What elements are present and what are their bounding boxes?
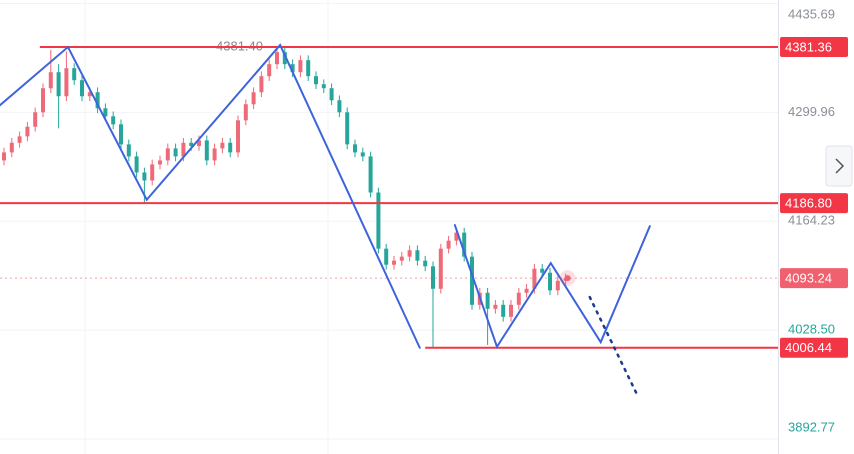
candle-body (173, 148, 178, 157)
price-dot (564, 275, 571, 282)
candle-body (384, 248, 389, 265)
candle-body (407, 250, 412, 257)
candle-body (228, 142, 233, 153)
trend-line (588, 295, 639, 397)
candle-body (197, 140, 201, 146)
chevron-icon (835, 158, 845, 174)
next-button[interactable] (825, 145, 853, 187)
price-label-box (780, 193, 848, 214)
candle-body (243, 104, 248, 121)
candle-body (376, 192, 381, 249)
candle-body (33, 112, 38, 127)
candle-body (17, 136, 22, 143)
candle-body (204, 140, 209, 161)
candle-body (345, 112, 350, 145)
candle-body (158, 160, 162, 165)
price-label: 4186.80 (785, 196, 832, 211)
candle-body (516, 292, 521, 305)
candle-body (493, 304, 498, 309)
candle-body (95, 92, 100, 109)
candle-body (87, 92, 92, 97)
candle-body (275, 52, 279, 65)
candle-body (165, 148, 170, 161)
candle-body (41, 88, 45, 113)
y-tick-label: 4435.69 (788, 6, 835, 21)
candle-body (540, 268, 545, 273)
candle-body (368, 156, 373, 193)
candle-body (353, 144, 357, 153)
candle-body (103, 108, 108, 117)
price-label-box (780, 268, 848, 289)
candle-body (126, 144, 131, 157)
trend-line (0, 43, 421, 349)
candle-body (298, 60, 303, 73)
candle-body (501, 304, 506, 317)
candle-body (431, 266, 435, 289)
candle-body (454, 232, 459, 241)
price-label-box (780, 37, 848, 58)
candle-body (267, 64, 272, 77)
candle-body (111, 116, 116, 125)
candle-body (251, 92, 256, 105)
candle-body (438, 248, 443, 289)
candle-body (399, 256, 404, 261)
candle-body (212, 148, 217, 161)
candle-body (25, 126, 30, 137)
y-tick-label: 4299.96 (788, 104, 835, 119)
candle-body (80, 80, 84, 97)
candle-body (189, 142, 194, 146)
candle-body (72, 68, 77, 81)
candle-body (329, 88, 334, 101)
trend-line (453, 224, 651, 350)
candle-body (236, 120, 240, 153)
max-marker-label: 4381.40 (216, 38, 263, 53)
button-bg[interactable] (825, 145, 853, 187)
candle-body (423, 260, 428, 267)
candle-body (392, 260, 396, 265)
candle-body (181, 142, 186, 157)
price-label: 4381.36 (785, 39, 832, 54)
y-tick-label: 3892.77 (788, 419, 835, 434)
candle-body (259, 76, 264, 93)
candle-body (555, 280, 560, 291)
candle-body (360, 152, 365, 157)
candle-body (290, 64, 295, 73)
candle-body (532, 268, 537, 289)
candle-body (337, 100, 342, 113)
candle-body (220, 142, 225, 149)
price-label: 4093.24 (785, 271, 832, 286)
candle-body (306, 60, 311, 77)
y-tick-label: 4164.23 (788, 213, 835, 228)
candle-body (142, 172, 147, 181)
candle-body (509, 304, 513, 317)
price-label-box (780, 337, 848, 358)
candle-body (119, 124, 123, 145)
candle-body (470, 256, 474, 305)
candle-body (446, 240, 451, 249)
candle-body (150, 164, 155, 181)
candle-body (462, 232, 467, 257)
candle-body (321, 84, 326, 89)
candle-body (548, 272, 552, 291)
candle-body (485, 292, 490, 309)
y-tick-label: 4028.50 (788, 322, 835, 337)
candle-body (524, 288, 529, 293)
candle-body (134, 156, 139, 173)
candle-body (415, 250, 420, 261)
price-label: 4006.44 (785, 340, 832, 355)
candle-body (64, 68, 69, 97)
candle-body (2, 152, 6, 161)
candle-body (48, 72, 53, 89)
candle-body (282, 52, 287, 65)
candle-body (9, 142, 14, 153)
candle-body (56, 72, 61, 97)
candle-body (314, 76, 318, 85)
